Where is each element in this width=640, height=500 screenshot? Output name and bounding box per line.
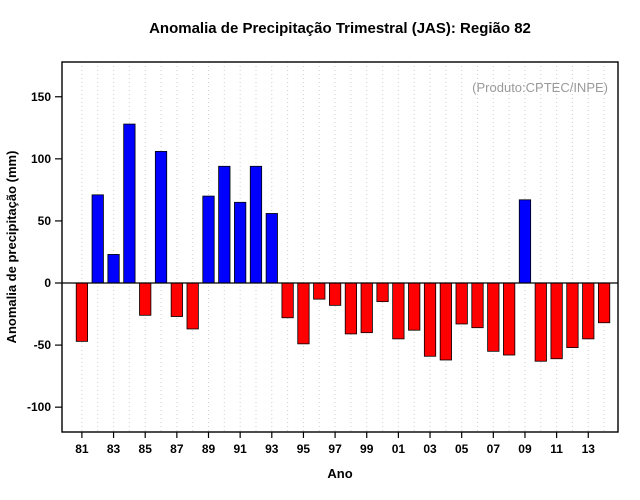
y-tick-label: -50 (34, 338, 52, 352)
chart-title: Anomalia de Precipitação Trimestral (JAS… (149, 20, 531, 37)
bar-90 (218, 165, 231, 284)
bar-02 (408, 282, 421, 331)
x-tick-label: 03 (423, 442, 437, 456)
bar-09 (518, 199, 532, 284)
bar-00 (376, 282, 389, 303)
bar-11 (550, 282, 563, 360)
x-tick-label: 81 (75, 442, 89, 456)
bar-81 (75, 282, 89, 342)
bar-84 (123, 123, 136, 284)
x-tick-label: 99 (360, 442, 374, 456)
bar-86 (154, 150, 168, 284)
x-tick-label: 01 (392, 442, 406, 456)
bar-97 (328, 282, 342, 306)
bar-87 (170, 282, 183, 317)
bar-93 (265, 213, 278, 284)
bar-07 (487, 282, 500, 352)
bar-14 (597, 282, 611, 324)
x-tick-label: 93 (265, 442, 279, 456)
bar-94 (281, 282, 294, 319)
gridlines-group (81, 62, 605, 432)
y-tick-label: 50 (38, 214, 52, 228)
x-tick-label: 91 (233, 442, 247, 456)
x-tick-label: 13 (582, 442, 596, 456)
bar-82 (91, 194, 104, 284)
y-tick-label: 100 (31, 152, 51, 166)
x-tick-label: 07 (487, 442, 501, 456)
bars-group (75, 123, 611, 362)
bar-85 (139, 282, 152, 316)
bar-08 (503, 282, 516, 356)
bar-12 (566, 282, 579, 348)
bar-83 (107, 254, 120, 284)
bar-06 (471, 282, 484, 329)
bar-04 (439, 282, 452, 361)
bar-05 (455, 282, 468, 325)
x-axis-label: Ano (327, 466, 352, 481)
bar-88 (186, 282, 199, 330)
bar-95 (297, 282, 310, 345)
plot-border (61, 61, 619, 433)
x-tick-label: 95 (297, 442, 311, 456)
x-tick-label: 83 (107, 442, 121, 456)
x-tick-label: 85 (139, 442, 153, 456)
x-tick-label: 11 (550, 442, 563, 456)
bar-89 (202, 195, 215, 284)
y-axis-label: Anomalia de precipitação (mm) (4, 151, 19, 344)
bar-96 (313, 282, 326, 300)
y-tick-label: 0 (44, 276, 51, 290)
bar-10 (534, 282, 547, 362)
bar-03 (423, 282, 437, 357)
bar-13 (582, 282, 595, 340)
bar-92 (249, 165, 263, 284)
product-annotation: (Produto:CPTEC/INPE) (472, 80, 608, 95)
y-tick-label: -100 (27, 400, 51, 414)
x-tick-label: 05 (455, 442, 469, 456)
bar-98 (344, 282, 358, 335)
x-tick-label: 97 (328, 442, 342, 456)
x-tick-label: 87 (170, 442, 184, 456)
bar-99 (360, 282, 373, 334)
x-tick-label: 09 (518, 442, 532, 456)
bar-01 (392, 282, 405, 340)
y-tick-label: 150 (31, 90, 51, 104)
x-tick-label: 89 (202, 442, 216, 456)
bar-91 (234, 201, 247, 284)
